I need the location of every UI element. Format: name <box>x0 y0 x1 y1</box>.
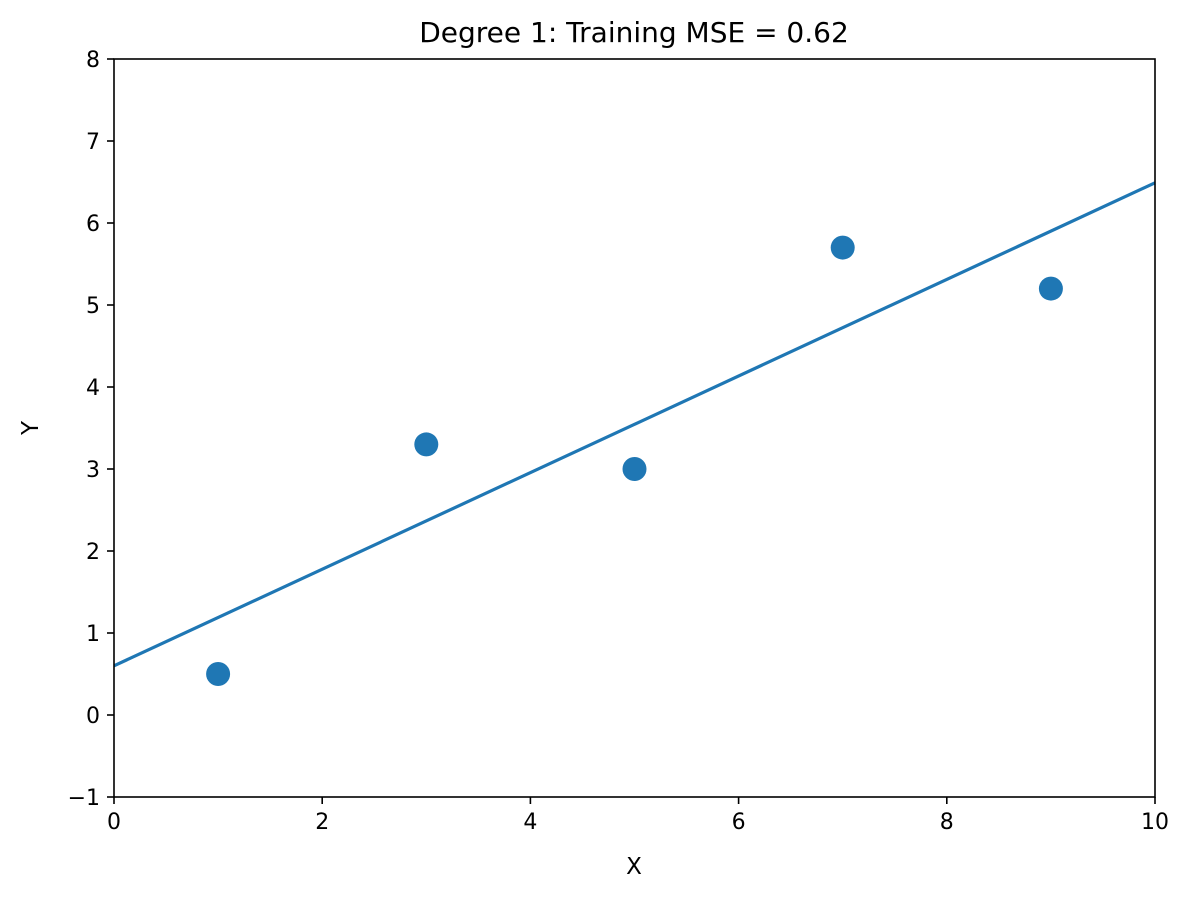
x-tick-label: 2 <box>315 810 329 835</box>
x-tick-label: 0 <box>107 810 121 835</box>
data-point <box>830 235 855 260</box>
y-tick-label: 7 <box>86 130 100 155</box>
data-point <box>414 432 439 457</box>
y-tick-label: 0 <box>86 704 100 729</box>
y-tick-label: 6 <box>86 212 100 237</box>
x-tick-label: 6 <box>732 810 746 835</box>
x-tick-label: 10 <box>1141 810 1169 835</box>
data-point <box>622 457 647 481</box>
x-axis-label: X <box>626 854 642 880</box>
y-tick-label: 3 <box>86 458 100 483</box>
fit-line <box>113 181 1156 668</box>
y-tick-label: 8 <box>86 48 100 73</box>
y-tick-label: 1 <box>86 622 100 647</box>
plot-area <box>113 181 1156 686</box>
plot-frame <box>113 58 1156 798</box>
y-tick-label: 5 <box>86 294 100 319</box>
x-tick-label: 4 <box>523 810 537 835</box>
x-tick-label: 8 <box>940 810 954 835</box>
data-point <box>1038 276 1063 301</box>
y-axis: −1 0 1 2 3 4 5 6 7 8 <box>68 48 114 811</box>
y-axis-label: Y <box>18 420 44 436</box>
data-point <box>206 662 231 686</box>
x-axis: 0 2 4 6 8 10 <box>107 797 1169 835</box>
y-tick-label: 4 <box>86 376 100 401</box>
y-tick-label: 2 <box>86 540 100 565</box>
chart-title: Degree 1: Training MSE = 0.62 <box>419 16 849 49</box>
y-tick-label: −1 <box>68 786 100 811</box>
